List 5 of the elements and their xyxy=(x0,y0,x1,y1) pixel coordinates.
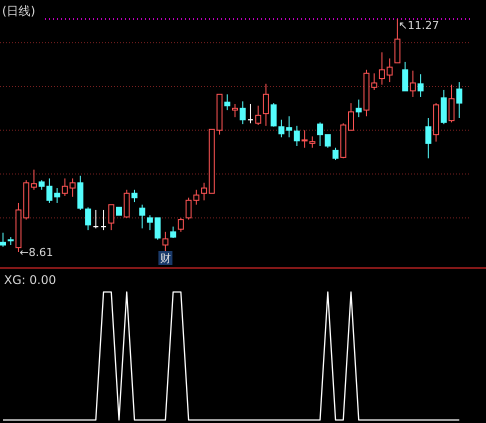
chart-title: (日线) xyxy=(2,4,36,18)
chart-title: XG: 0.00 xyxy=(4,273,56,287)
annotation: 财 xyxy=(160,252,171,265)
annotation: ←8.61 xyxy=(19,246,54,259)
annotation: ↖11.27 xyxy=(398,19,440,32)
